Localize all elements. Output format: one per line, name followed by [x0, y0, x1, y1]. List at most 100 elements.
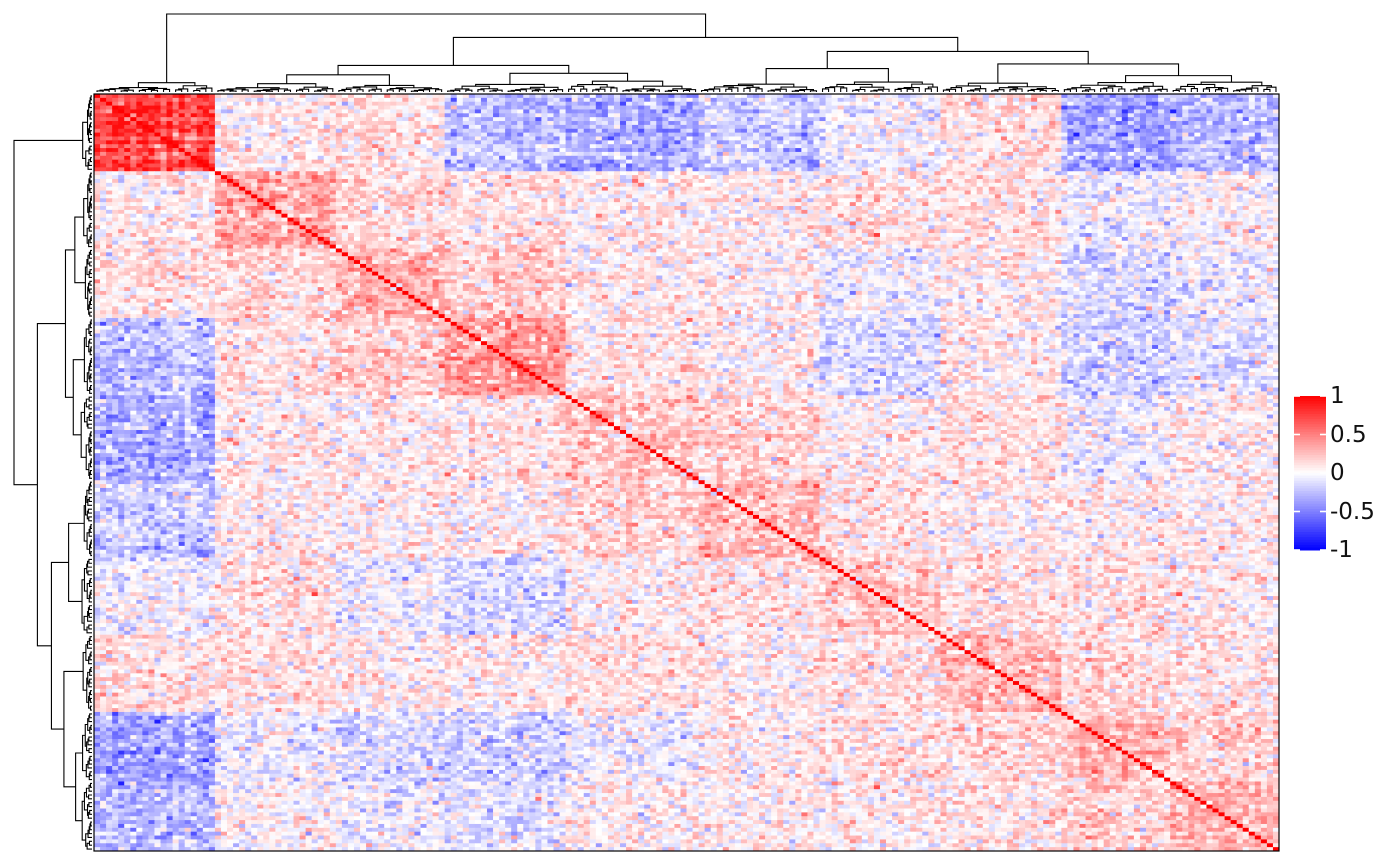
- heatmap-cell: [698, 163, 706, 168]
- heatmap-cell: [408, 124, 415, 130]
- heatmap-cell: [1206, 144, 1213, 149]
- heatmap-cell: [607, 109, 615, 114]
- heatmap-cell: [976, 178, 984, 184]
- heatmap-cell: [1224, 136, 1232, 141]
- heatmap-cell: [1260, 155, 1268, 161]
- heatmap-cell: [1242, 136, 1250, 141]
- heatmap-cell: [480, 128, 488, 134]
- heatmap-cell: [166, 128, 174, 134]
- heatmap-cell: [396, 109, 403, 114]
- heatmap-cell: [855, 175, 863, 180]
- heatmap-cell: [892, 178, 899, 184]
- heatmap-cell: [378, 171, 385, 176]
- heatmap-cell: [934, 109, 941, 114]
- heatmap-cell: [879, 171, 887, 176]
- heatmap-cell: [480, 144, 488, 149]
- heatmap-cell: [329, 155, 337, 161]
- heatmap-cell: [535, 175, 542, 180]
- heatmap-cell: [196, 101, 204, 107]
- heatmap-cell: [777, 144, 784, 149]
- heatmap-cell: [1121, 175, 1129, 180]
- heatmap-cell: [1152, 140, 1159, 145]
- heatmap-cell: [517, 136, 524, 141]
- dendrogram-branch: [89, 481, 92, 487]
- heatmap-cell: [160, 140, 168, 145]
- heatmap-cell: [565, 171, 573, 176]
- heatmap-cell: [783, 109, 790, 114]
- heatmap-cell: [1200, 163, 1207, 168]
- heatmap-cell: [565, 159, 573, 164]
- heatmap-cell: [372, 105, 379, 110]
- heatmap-cell: [994, 151, 1002, 157]
- heatmap-cell: [898, 140, 905, 145]
- heatmap-cell: [251, 167, 258, 172]
- heatmap-cell: [396, 148, 403, 153]
- heatmap-cell: [692, 121, 700, 126]
- heatmap-cell: [1182, 113, 1189, 118]
- heatmap-cell: [940, 171, 947, 176]
- heatmap-cell: [1230, 167, 1238, 172]
- heatmap-cell: [922, 109, 929, 114]
- heatmap-cell: [1073, 124, 1080, 130]
- heatmap-cell: [982, 101, 990, 107]
- heatmap-cell: [976, 124, 984, 130]
- heatmap-cell: [299, 148, 307, 153]
- heatmap-cell: [438, 178, 446, 184]
- heatmap-cell: [904, 97, 911, 103]
- heatmap-cell: [1212, 113, 1219, 118]
- heatmap-cell: [692, 113, 700, 118]
- heatmap-cell: [239, 167, 246, 172]
- heatmap-cell: [166, 132, 174, 137]
- heatmap-cell: [444, 124, 452, 130]
- heatmap-cell: [886, 151, 893, 157]
- heatmap-cell: [1260, 124, 1268, 130]
- heatmap-cell: [390, 182, 397, 188]
- heatmap-cell: [1079, 155, 1086, 161]
- heatmap-cell: [511, 144, 518, 149]
- heatmap-cell: [523, 132, 530, 137]
- heatmap-cell: [366, 163, 373, 168]
- heatmap-cell: [414, 128, 421, 134]
- heatmap-cell: [952, 140, 960, 145]
- heatmap-cell: [426, 182, 434, 188]
- heatmap-cell: [674, 159, 681, 164]
- heatmap-cell: [208, 163, 216, 168]
- heatmap-cell: [904, 140, 911, 145]
- heatmap-cell: [517, 159, 524, 164]
- heatmap-cell: [601, 148, 609, 153]
- heatmap-cell: [1254, 140, 1262, 145]
- dendrogram-branch: [549, 90, 558, 92]
- heatmap-cell: [148, 101, 155, 107]
- heatmap-cell: [1200, 117, 1207, 122]
- heatmap-cell: [178, 124, 186, 130]
- heatmap-cell: [740, 105, 748, 110]
- dendrogram-branch: [90, 385, 92, 391]
- heatmap-cell: [692, 175, 700, 180]
- heatmap-cell: [716, 178, 724, 184]
- heatmap-cell: [970, 105, 978, 110]
- heatmap-cell: [668, 97, 675, 103]
- heatmap-cell: [734, 105, 742, 110]
- heatmap-cell: [172, 140, 180, 145]
- heatmap-cell: [898, 151, 905, 157]
- heatmap-cell: [94, 144, 101, 149]
- heatmap-cell: [674, 178, 681, 184]
- heatmap-cell: [372, 155, 379, 161]
- heatmap-cell: [1194, 121, 1201, 126]
- heatmap-cell: [632, 155, 639, 161]
- heatmap-cell: [988, 128, 996, 134]
- heatmap-cell: [650, 148, 657, 153]
- heatmap-cell: [928, 159, 935, 164]
- heatmap-cell: [843, 128, 851, 134]
- heatmap-cell: [674, 171, 681, 176]
- heatmap-cell: [1097, 155, 1105, 161]
- dendrogram-branch: [89, 697, 92, 703]
- heatmap-cell: [184, 167, 192, 172]
- heatmap-cell: [680, 121, 687, 126]
- heatmap-cell: [517, 113, 524, 118]
- heatmap-cell: [124, 175, 131, 180]
- heatmap-cell: [613, 136, 621, 141]
- heatmap-cell: [341, 132, 349, 137]
- heatmap-cell: [668, 117, 675, 122]
- heatmap-cell: [1103, 124, 1111, 130]
